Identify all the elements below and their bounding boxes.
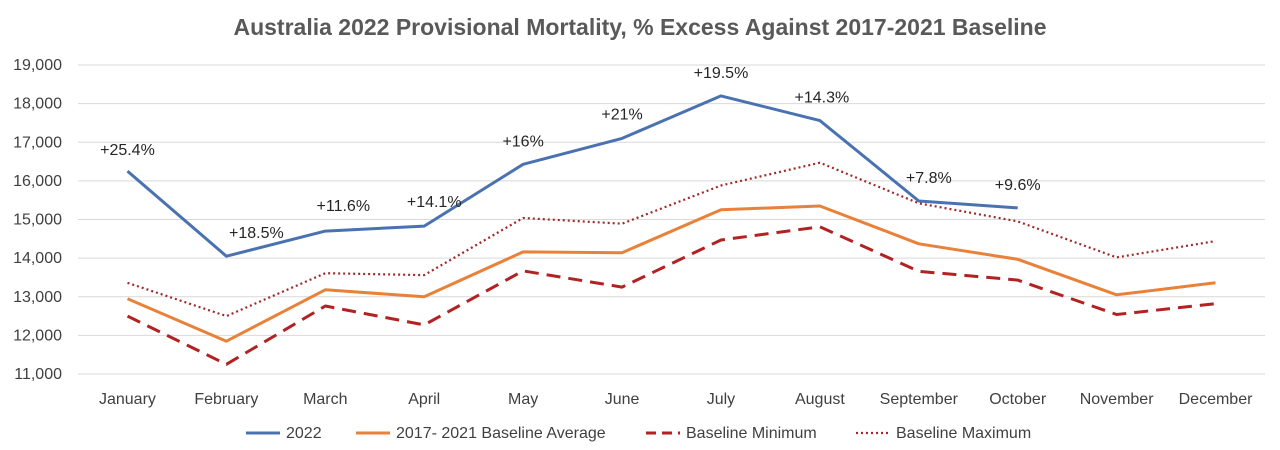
y-tick-label: 17,000 xyxy=(13,134,62,151)
x-axis-tick-labels: January February March April May June July Augu… xyxy=(99,391,1253,408)
x-tick-label: December xyxy=(1179,391,1253,408)
x-tick-label: October xyxy=(989,391,1047,408)
series-line-1 xyxy=(126,204,1216,343)
x-tick-label: June xyxy=(605,391,640,408)
data-label: +21% xyxy=(601,106,642,123)
y-tick-label: 15,000 xyxy=(13,212,62,229)
data-label: +25.4% xyxy=(100,142,155,159)
data-label: +18.5% xyxy=(229,225,284,242)
x-tick-label: July xyxy=(707,391,735,408)
data-label: +14.1% xyxy=(407,194,462,211)
legend-label: 2017- 2021 Baseline Average xyxy=(396,425,606,442)
x-tick-label: August xyxy=(795,391,845,408)
y-tick-label: 18,000 xyxy=(13,96,62,113)
x-tick-label: September xyxy=(880,391,959,408)
series-line-2 xyxy=(126,225,1216,366)
data-label: +19.5% xyxy=(694,65,749,82)
data-label: +7.8% xyxy=(906,170,952,187)
x-tick-label: February xyxy=(194,391,258,408)
data-labels: +25.4% +18.5% +11.6% +14.1% +16% +21% +19.5% +1… xyxy=(100,65,1041,242)
series-line-0 xyxy=(126,94,1018,258)
x-tick-label: November xyxy=(1080,391,1154,408)
y-tick-label: 12,000 xyxy=(13,327,62,344)
data-label: +9.6% xyxy=(995,177,1041,194)
y-tick-label: 19,000 xyxy=(13,57,62,74)
chart-title: Australia 2022 Provisional Mortality, % … xyxy=(233,14,1047,40)
y-tick-label: 13,000 xyxy=(13,289,62,306)
data-label: +14.3% xyxy=(795,90,850,107)
legend-label: 2022 xyxy=(286,425,322,442)
legend-label: Baseline Minimum xyxy=(686,425,817,442)
y-axis-tick-labels: 11,000 12,000 13,000 14,000 15,000 16,000 17,0… xyxy=(13,57,62,383)
x-tick-label: April xyxy=(408,391,440,408)
legend: 2022 2017- 2021 Baseline Average Baseline … xyxy=(246,425,1031,442)
y-tick-label: 11,000 xyxy=(14,366,62,383)
x-tick-label: March xyxy=(303,391,347,408)
legend-label: Baseline Maximum xyxy=(896,425,1031,442)
data-label: +11.6% xyxy=(317,198,371,215)
gridlines xyxy=(78,64,1265,375)
y-tick-label: 16,000 xyxy=(13,173,62,190)
x-tick-label: May xyxy=(508,391,538,408)
series-lines xyxy=(126,94,1216,366)
x-tick-label: January xyxy=(99,391,156,408)
series-line-3 xyxy=(127,161,1216,318)
data-label: +16% xyxy=(502,133,543,150)
y-tick-label: 14,000 xyxy=(13,250,62,267)
